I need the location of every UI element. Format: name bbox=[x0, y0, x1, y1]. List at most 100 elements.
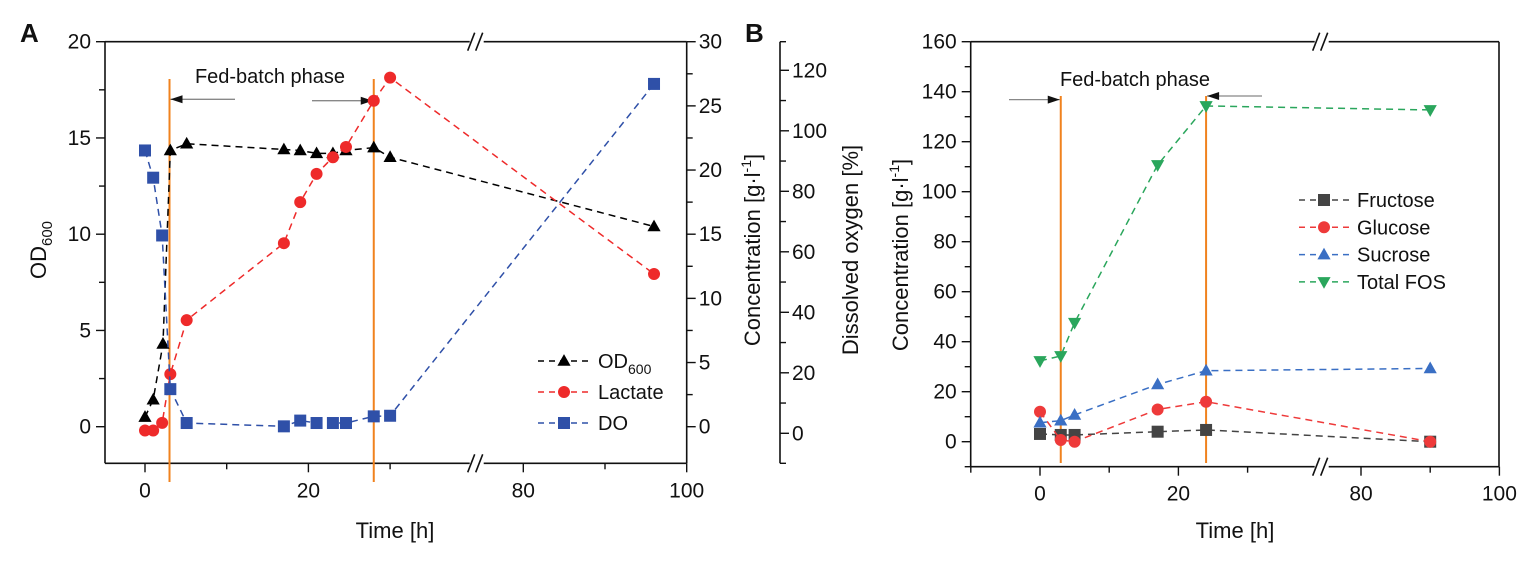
data-point bbox=[164, 368, 177, 381]
y-tick-label: 160 bbox=[922, 31, 957, 54]
phase-arrow-right-head bbox=[1207, 92, 1220, 100]
data-point bbox=[1423, 105, 1437, 117]
axis-break-gap bbox=[1314, 463, 1329, 470]
series-od bbox=[138, 136, 661, 422]
y-axis-title: Concentration [g·l-1] bbox=[886, 159, 913, 351]
legend-label: Sucrose bbox=[1357, 245, 1430, 267]
y-axis-title-main: Concentration [g·l bbox=[888, 177, 913, 351]
do-tick-label: 0 bbox=[792, 422, 804, 445]
series-line bbox=[144, 83, 655, 428]
legend-label: OD600 bbox=[598, 351, 652, 377]
data-point bbox=[1151, 160, 1165, 172]
y-tick-label-right: 0 bbox=[699, 416, 711, 439]
y-tick-label-left: 15 bbox=[68, 127, 91, 150]
data-point bbox=[367, 410, 380, 423]
data-point bbox=[309, 146, 324, 159]
legend-label-sub: 600 bbox=[628, 361, 652, 377]
data-point bbox=[147, 424, 160, 437]
data-point bbox=[277, 420, 290, 433]
data-point bbox=[310, 417, 323, 430]
y-tick-label-right: 25 bbox=[699, 95, 722, 118]
data-point bbox=[384, 71, 397, 84]
data-point bbox=[384, 409, 397, 422]
axis-break-mark bbox=[1311, 457, 1321, 476]
data-point bbox=[1151, 425, 1164, 438]
data-point bbox=[1033, 356, 1047, 368]
series-line bbox=[1039, 105, 1431, 362]
y-tick-label: 40 bbox=[933, 331, 956, 354]
y-tick-label-right: 20 bbox=[699, 159, 722, 182]
data-point bbox=[647, 219, 661, 232]
axis-break-mark bbox=[474, 32, 484, 51]
axis-break-mark bbox=[1319, 457, 1329, 476]
data-point bbox=[648, 267, 661, 280]
series-line bbox=[1039, 367, 1431, 424]
series-total-fos bbox=[1033, 101, 1437, 368]
axis-break-mark bbox=[1319, 32, 1329, 51]
x-axis-title: Time [h] bbox=[356, 518, 435, 543]
x-tick-label: 20 bbox=[297, 479, 320, 502]
legend-label: Total FOS bbox=[1357, 272, 1446, 294]
x-tick-label: 100 bbox=[1482, 483, 1517, 506]
phase-arrow-left-head bbox=[1047, 95, 1060, 104]
y-tick-label: 140 bbox=[922, 81, 957, 104]
data-point bbox=[367, 140, 381, 153]
series-do bbox=[139, 77, 661, 433]
x-tick-label: 80 bbox=[1349, 483, 1372, 506]
data-point bbox=[1151, 377, 1165, 390]
data-point bbox=[156, 416, 169, 429]
phase-annotation: Fed-batch phase bbox=[1060, 69, 1210, 91]
do-tick-label: 80 bbox=[792, 180, 815, 203]
phase-arrow-left-head bbox=[170, 95, 183, 104]
data-point bbox=[1200, 395, 1213, 408]
panel-label-b: B bbox=[745, 18, 764, 48]
data-point bbox=[1068, 317, 1082, 330]
data-point bbox=[180, 314, 193, 327]
legend-marker bbox=[1318, 221, 1330, 234]
y-tick-label: 120 bbox=[922, 131, 957, 154]
data-point bbox=[1200, 423, 1213, 436]
axis-break-mark bbox=[1311, 32, 1321, 51]
data-point bbox=[326, 417, 339, 430]
y-axis-title-main: OD bbox=[26, 246, 51, 279]
y-tick-label: 60 bbox=[933, 281, 956, 304]
data-point bbox=[1054, 413, 1068, 426]
y-tick-label-left: 0 bbox=[79, 416, 91, 439]
y-axis-title-right-sup: -1 bbox=[738, 160, 754, 173]
y-tick-label: 100 bbox=[922, 181, 957, 204]
do-tick-label: 20 bbox=[792, 362, 815, 385]
axis-break-mark bbox=[466, 454, 476, 473]
data-point bbox=[1054, 351, 1068, 363]
y-tick-label-left: 10 bbox=[68, 223, 91, 246]
legend-label: Lactate bbox=[598, 382, 664, 404]
data-point bbox=[367, 94, 380, 107]
do-axis-title: Dissolved oxygen [%] bbox=[838, 145, 863, 355]
x-tick-label: 0 bbox=[139, 479, 151, 502]
data-point bbox=[1151, 403, 1164, 416]
legend-marker bbox=[1318, 194, 1330, 206]
legend-label: Fructose bbox=[1357, 190, 1435, 212]
data-point bbox=[147, 171, 160, 184]
data-point bbox=[293, 143, 307, 156]
series-line bbox=[1039, 400, 1431, 443]
phase-annotation: Fed-batch phase bbox=[195, 66, 345, 88]
y-tick-label-left: 5 bbox=[79, 319, 91, 342]
series-line bbox=[144, 142, 655, 418]
data-point bbox=[156, 229, 169, 242]
axis-break-gap bbox=[469, 38, 484, 45]
data-point bbox=[277, 142, 291, 155]
y-axis-title-sub: 600 bbox=[39, 221, 56, 246]
do-tick-label: 60 bbox=[792, 241, 815, 264]
data-point bbox=[138, 410, 152, 422]
data-point bbox=[164, 383, 177, 396]
panel-label-a: A bbox=[20, 18, 39, 48]
y-axis-title-sup: -1 bbox=[886, 165, 902, 178]
data-point bbox=[326, 151, 339, 164]
y-tick-label-right: 5 bbox=[699, 352, 711, 375]
series-fructose bbox=[1034, 423, 1437, 448]
axis-break-mark bbox=[474, 454, 484, 473]
data-point bbox=[180, 417, 193, 430]
data-point bbox=[1068, 435, 1081, 448]
x-tick-label: 100 bbox=[669, 479, 704, 502]
y-tick-label: 80 bbox=[933, 231, 956, 254]
